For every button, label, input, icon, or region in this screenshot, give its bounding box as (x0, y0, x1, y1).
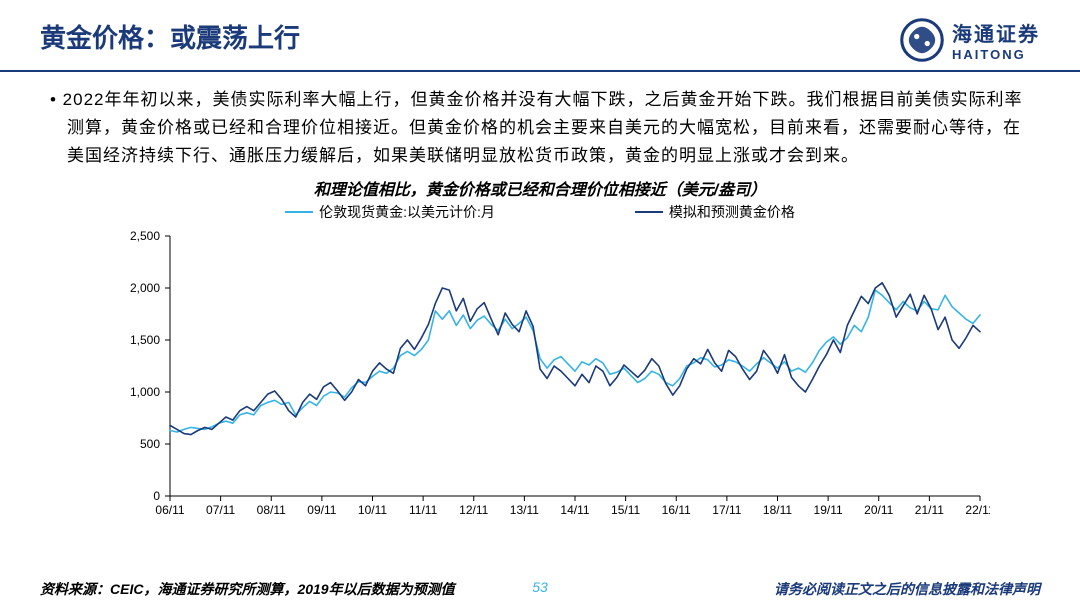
legend-label: 模拟和预测黄金价格 (669, 202, 795, 222)
svg-text:20/11: 20/11 (864, 503, 893, 517)
slide-footer: 资料来源：CEIC，海通证券研究所测算，2019年以后数据为预测值 53 请务必… (0, 579, 1080, 599)
svg-text:11/11: 11/11 (409, 503, 438, 517)
svg-text:07/11: 07/11 (206, 503, 235, 517)
svg-text:10/11: 10/11 (358, 503, 387, 517)
svg-text:21/11: 21/11 (915, 503, 944, 517)
svg-text:14/11: 14/11 (560, 503, 589, 517)
svg-text:2,000: 2,000 (130, 281, 160, 295)
slide-header: 黄金价格：或震荡上行 海通证券 HAITONG (0, 0, 1080, 72)
page-number: 53 (532, 579, 548, 595)
logo-text-cn: 海通证券 (952, 18, 1040, 47)
svg-text:1,000: 1,000 (130, 385, 160, 399)
chart-legend: 伦敦现货黄金:以美元计价:月 模拟和预测黄金价格 (0, 202, 1080, 222)
page-title: 黄金价格：或震荡上行 (40, 18, 300, 55)
svg-text:19/11: 19/11 (814, 503, 843, 517)
svg-text:17/11: 17/11 (712, 503, 741, 517)
legend-swatch (285, 211, 313, 213)
svg-text:13/11: 13/11 (510, 503, 539, 517)
brand-logo: 海通证券 HAITONG (900, 18, 1040, 62)
svg-text:18/11: 18/11 (763, 503, 792, 517)
legend-item: 模拟和预测黄金价格 (635, 202, 795, 222)
svg-text:09/11: 09/11 (307, 503, 336, 517)
legend-item: 伦敦现货黄金:以美元计价:月 (285, 202, 495, 222)
svg-text:15/11: 15/11 (611, 503, 640, 517)
source-note: 资料来源：CEIC，海通证券研究所测算，2019年以后数据为预测值 (40, 579, 455, 599)
logo-text-en: HAITONG (952, 47, 1040, 62)
legend-swatch (635, 211, 663, 213)
svg-text:08/11: 08/11 (257, 503, 286, 517)
svg-text:16/11: 16/11 (662, 503, 691, 517)
svg-text:22/11: 22/11 (965, 503, 990, 517)
svg-text:1,500: 1,500 (130, 333, 160, 347)
svg-text:2,500: 2,500 (130, 229, 160, 243)
legend-label: 伦敦现货黄金:以美元计价:月 (319, 202, 495, 222)
chart-title: 和理论值相比，黄金价格或已经和合理价位相接近（美元/盎司） (0, 176, 1080, 200)
svg-text:0: 0 (153, 489, 160, 503)
disclaimer-text: 请务必阅读正文之后的信息披露和法律声明 (774, 579, 1040, 599)
svg-text:12/11: 12/11 (459, 503, 488, 517)
body-paragraph: • 2022年年初以来，美债实际利率大幅上行，但黄金价格并没有大幅下跌，之后黄金… (17, 72, 1080, 174)
svg-text:06/11: 06/11 (155, 503, 184, 517)
haitong-logo-icon (900, 18, 944, 62)
svg-text:500: 500 (140, 437, 160, 451)
line-chart: 0 500 1,000 1,500 2,000 2,500 06/11 07/11 08/11 0… (110, 226, 1030, 526)
